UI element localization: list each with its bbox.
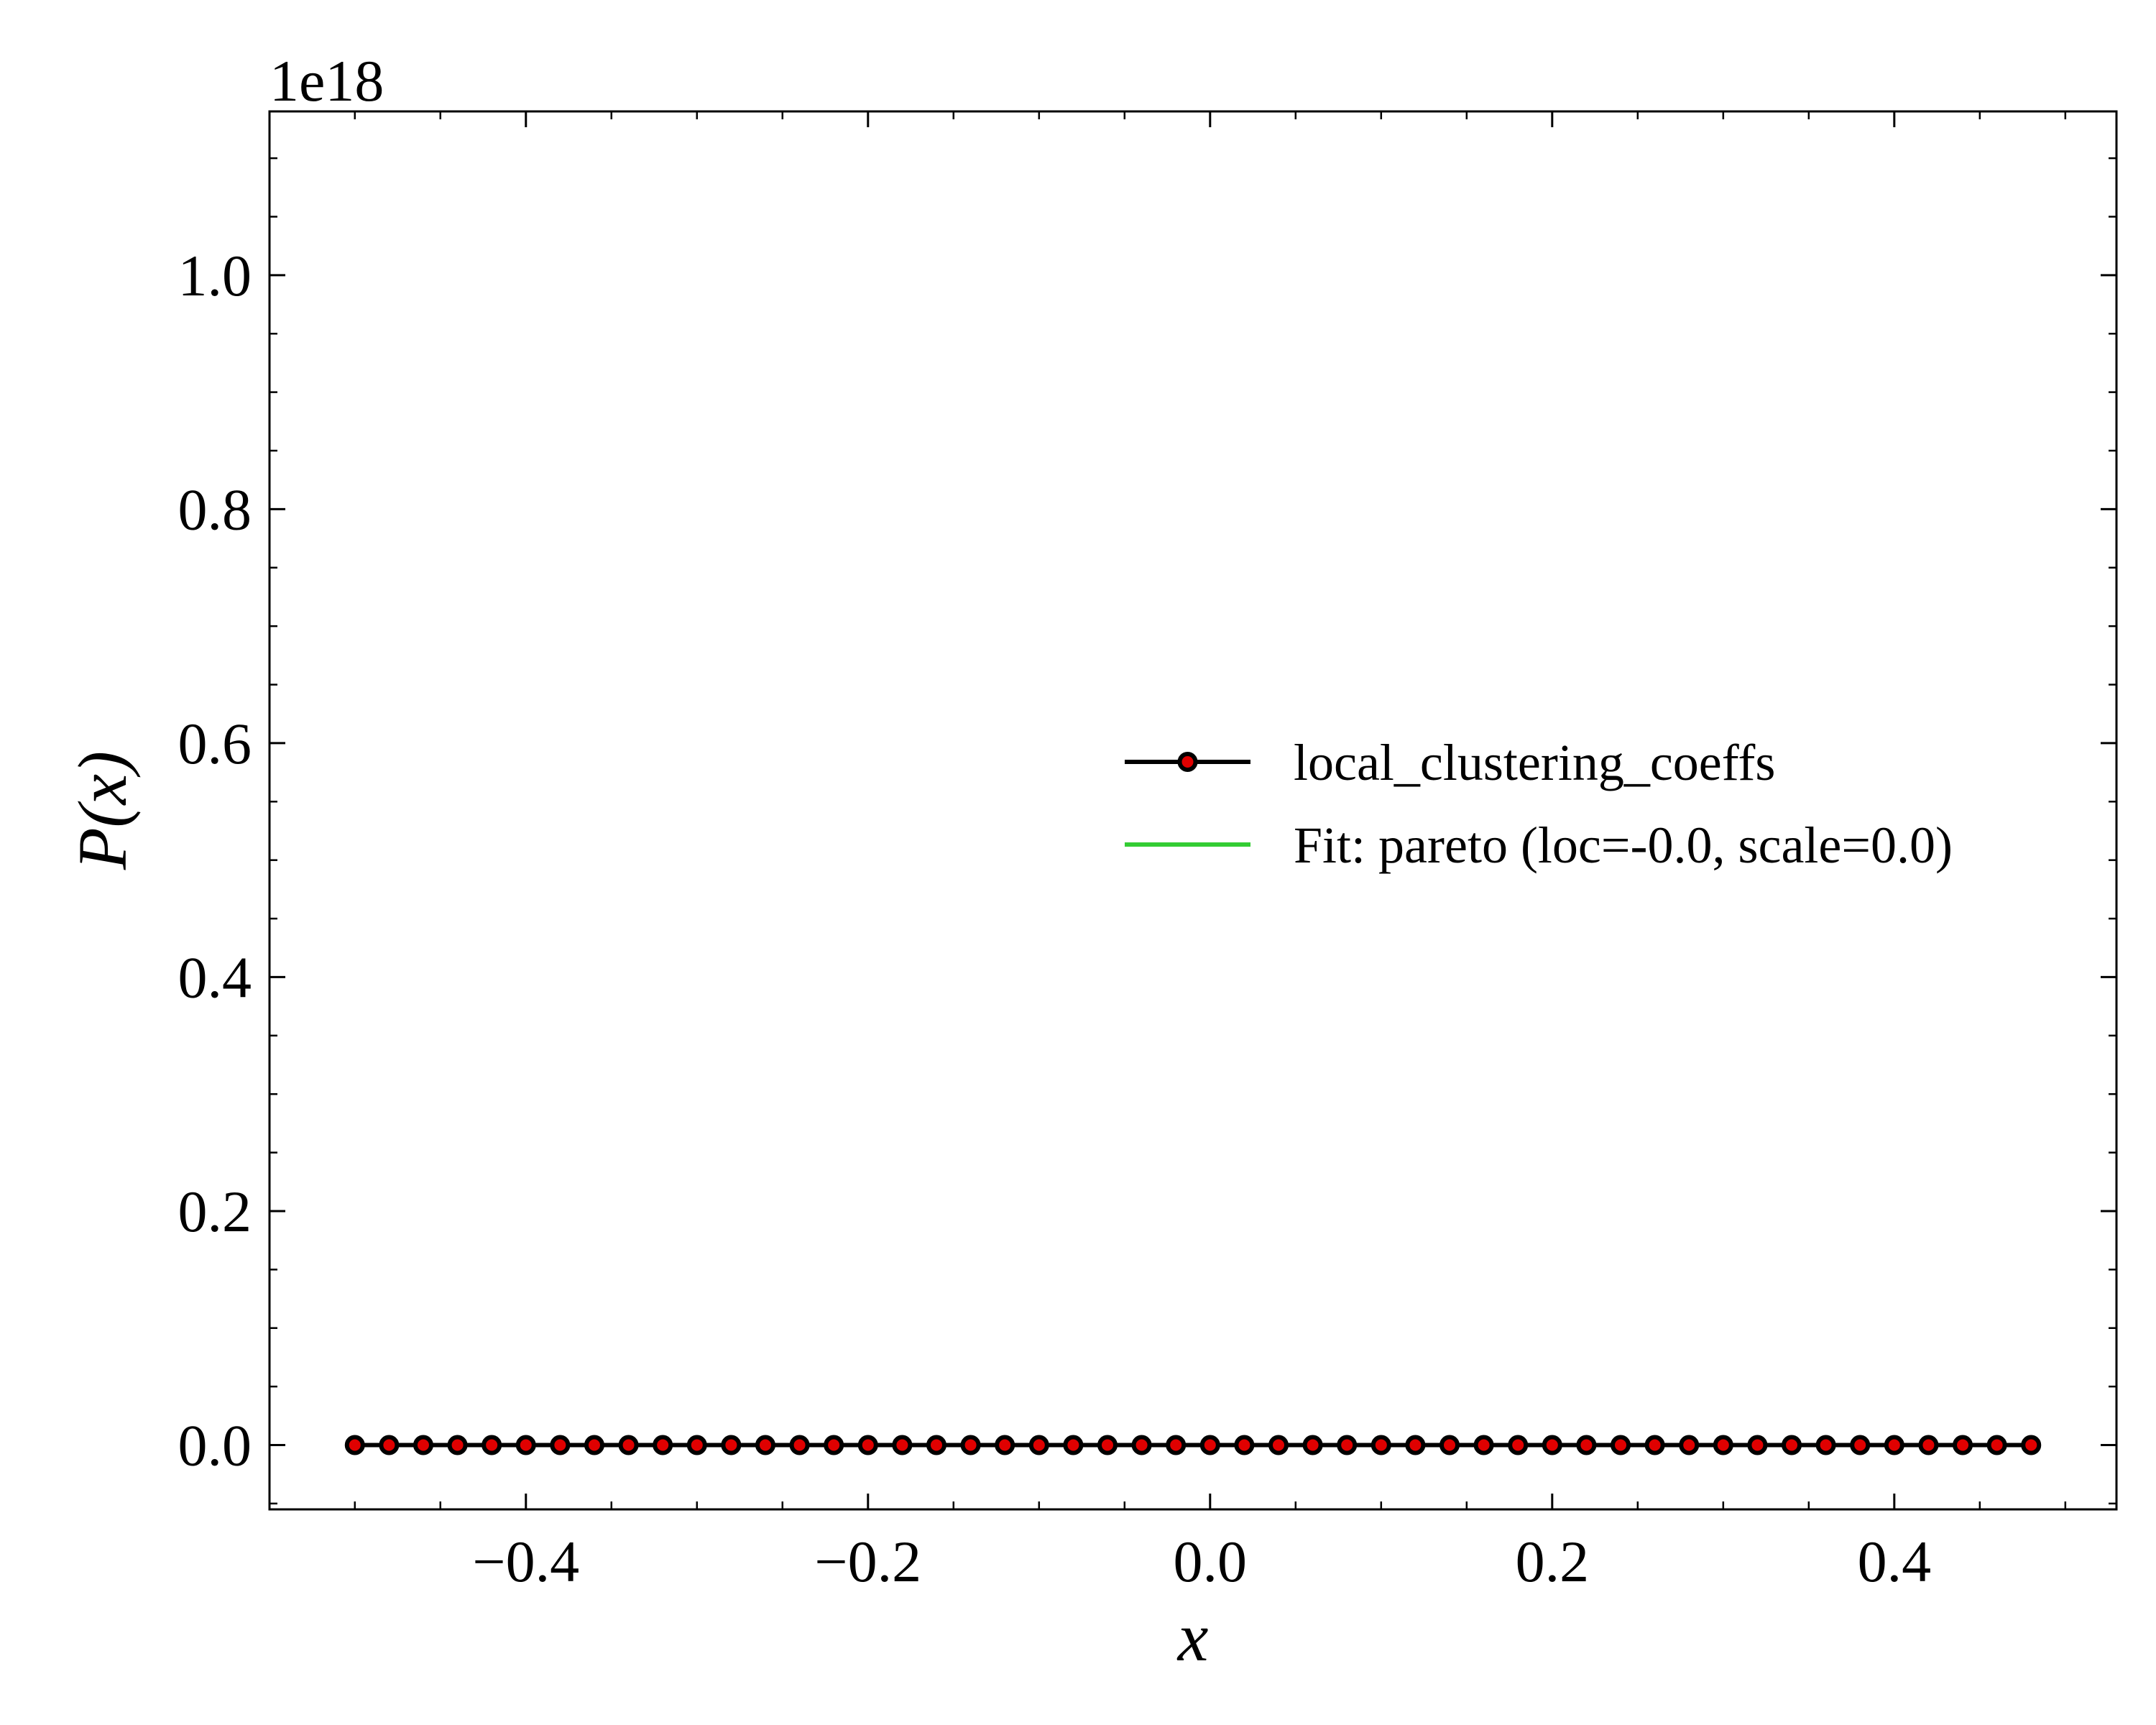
- data-point: [824, 1435, 844, 1455]
- data-point: [892, 1435, 913, 1455]
- data-point: [1268, 1435, 1289, 1455]
- y-offset-label: 1e18: [270, 48, 384, 114]
- data-point: [1542, 1435, 1562, 1455]
- legend-label-series-1: Fit: pareto (loc=-0.0, scale=0.0): [1294, 816, 1953, 874]
- data-point: [618, 1435, 639, 1455]
- x-tick-label: 0.2: [1516, 1529, 1590, 1594]
- minor-ticks: [270, 111, 2116, 1509]
- plot-frame: [268, 110, 2118, 1511]
- data-point: [1097, 1435, 1118, 1455]
- y-tick-label: 0.4: [178, 944, 252, 1010]
- data-point: [1199, 1435, 1220, 1455]
- data-point: [1063, 1435, 1084, 1455]
- data-point: [857, 1435, 878, 1455]
- data-point: [1679, 1435, 1700, 1455]
- data-point: [1576, 1435, 1597, 1455]
- data-point: [1815, 1435, 1836, 1455]
- data-point: [1028, 1435, 1049, 1455]
- data-point: [1713, 1435, 1733, 1455]
- data-point: [1644, 1435, 1665, 1455]
- y-axis-label: P(x): [64, 751, 141, 870]
- data-point: [550, 1435, 571, 1455]
- data-point: [1782, 1435, 1802, 1455]
- data-point: [1234, 1435, 1255, 1455]
- legend: local_clustering_coeffs Fit: pareto (loc…: [1125, 734, 1953, 874]
- data-point: [1370, 1435, 1391, 1455]
- data-point: [960, 1435, 981, 1455]
- x-tick-label: 0.4: [1858, 1529, 1932, 1594]
- x-tick-labels: −0.4 −0.2 0.0 0.2 0.4: [472, 1529, 1931, 1594]
- data-point: [515, 1435, 536, 1455]
- data-point: [1405, 1435, 1426, 1455]
- data-point: [1747, 1435, 1768, 1455]
- data-point: [995, 1435, 1015, 1455]
- data-point: [653, 1435, 673, 1455]
- x-tick-label: −0.2: [814, 1529, 921, 1594]
- data-point: [721, 1435, 742, 1455]
- data-point: [482, 1435, 502, 1455]
- data-point: [926, 1435, 946, 1455]
- x-axis-label: x: [1176, 1598, 1209, 1675]
- data-point: [1850, 1435, 1871, 1455]
- y-tick-labels: 0.0 0.2 0.4 0.6 0.8 1.0: [178, 243, 252, 1478]
- data-point: [1302, 1435, 1323, 1455]
- data-point: [447, 1435, 468, 1455]
- legend-label-series-0: local_clustering_coeffs: [1294, 734, 1775, 791]
- data-point: [789, 1435, 810, 1455]
- data-point: [1439, 1435, 1460, 1455]
- data-point: [413, 1435, 433, 1455]
- data-point: [2021, 1435, 2042, 1455]
- data-point: [1508, 1435, 1529, 1455]
- data-point: [1611, 1435, 1631, 1455]
- data-point: [344, 1435, 365, 1455]
- data-point: [1953, 1435, 1973, 1455]
- y-tick-label: 0.6: [178, 711, 252, 776]
- y-tick-label: 1.0: [178, 243, 252, 308]
- data-point: [1337, 1435, 1358, 1455]
- x-tick-label: 0.0: [1174, 1529, 1248, 1594]
- major-ticks: [270, 111, 2116, 1509]
- series-layer: [344, 1435, 2042, 1455]
- data-point: [686, 1435, 707, 1455]
- data-point: [1884, 1435, 1904, 1455]
- x-tick-label: −0.4: [472, 1529, 579, 1594]
- data-point: [1986, 1435, 2007, 1455]
- y-tick-label: 0.2: [178, 1179, 252, 1244]
- data-point: [1473, 1435, 1494, 1455]
- data-point: [755, 1435, 775, 1455]
- data-point: [584, 1435, 604, 1455]
- data-point: [379, 1435, 400, 1455]
- legend-marker-series-0: [1177, 752, 1198, 772]
- data-point: [1166, 1435, 1187, 1455]
- y-tick-label: 0.8: [178, 477, 252, 542]
- y-tick-label: 0.0: [178, 1412, 252, 1478]
- data-point: [1918, 1435, 1939, 1455]
- data-point: [1131, 1435, 1152, 1455]
